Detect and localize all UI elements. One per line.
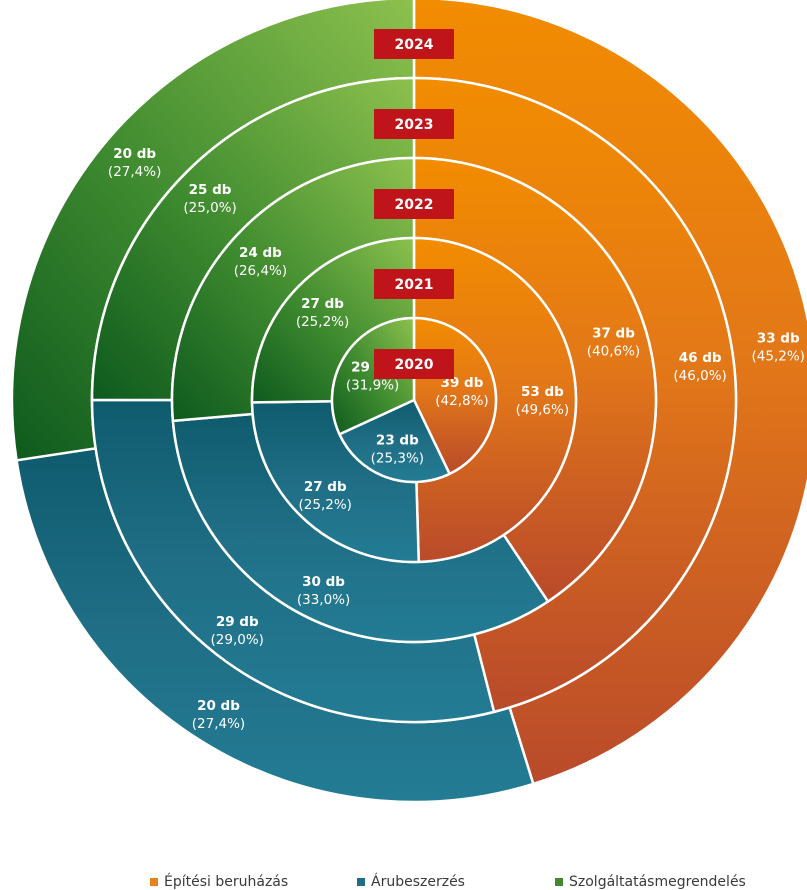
label-2021-arubeszerzes-percent: (25,2%) (299, 497, 352, 513)
ring-2020-segment-arubeszerzes (338, 398, 451, 484)
label-2021-szolgaltatas-percent: (25,2%) (296, 314, 349, 330)
label-2024-szolgaltatas-value: 20 db (113, 146, 156, 162)
label-2023-epitesi-value: 46 db (679, 350, 722, 366)
label-2021-epitesi-percent: (49,6%) (516, 402, 569, 418)
label-2022-arubeszerzes-percent: (33,0%) (297, 592, 350, 608)
legend-label: Árubeszerzés (371, 874, 465, 890)
label-2020-epitesi-percent: (42,8%) (435, 393, 488, 409)
legend-swatch-green (555, 878, 563, 886)
label-2024-epitesi-value: 33 db (757, 331, 800, 347)
year-label-2020: 2020 (374, 349, 454, 379)
legend-label: Szolgáltatásmegrendelés (569, 874, 746, 890)
label-2023-arubeszerzes-value: 29 db (216, 614, 259, 630)
label-2023-epitesi-percent: (46,0%) (673, 368, 726, 384)
label-2020-epitesi-value: 39 db (441, 375, 484, 391)
year-label-2024: 2024 (374, 29, 454, 59)
legend-swatch-orange (150, 878, 158, 886)
year-box (374, 109, 454, 139)
label-2024-epitesi-percent: (45,2%) (752, 349, 805, 365)
year-label-2022: 2022 (374, 189, 454, 219)
year-text: 2022 (395, 197, 434, 213)
donut-rings (10, 0, 807, 804)
year-box (374, 29, 454, 59)
year-labels: 2020 2021 2022 2023 2024 (374, 29, 454, 379)
year-box (374, 349, 454, 379)
label-2024-arubeszerzes-value: 20 db (197, 698, 240, 714)
label-2023-szolgaltatas-percent: (25,0%) (183, 200, 236, 216)
legend-label: Építési beruházás (164, 874, 289, 890)
year-text: 2021 (395, 277, 434, 293)
year-text: 2020 (395, 357, 434, 373)
legend-swatch-blue (357, 878, 365, 886)
label-2022-epitesi-percent: (40,6%) (587, 344, 640, 360)
label-2020-arubeszerzes-value: 23 db (376, 432, 419, 448)
label-2020-szolgaltatas-percent: (31,9%) (346, 377, 399, 393)
label-2023-szolgaltatas-value: 25 db (189, 182, 232, 198)
label-2021-epitesi-value: 53 db (521, 384, 564, 400)
ring-2020-segment-szolgaltatas (330, 316, 416, 436)
year-text: 2024 (395, 37, 434, 53)
label-2022-szolgaltatas-value: 24 db (239, 245, 282, 261)
year-box (374, 269, 454, 299)
year-label-2023: 2023 (374, 109, 454, 139)
legend-item-epitesi: Építési beruházás (150, 874, 288, 890)
label-2022-arubeszerzes-value: 30 db (302, 574, 345, 590)
legend: Építési beruházás Árubeszerzés Szolgálta… (0, 874, 807, 890)
year-text: 2023 (395, 117, 434, 133)
label-2022-epitesi-value: 37 db (592, 326, 635, 342)
label-2021-szolgaltatas-value: 27 db (301, 296, 344, 312)
label-2024-szolgaltatas-percent: (27,4%) (108, 164, 161, 180)
legend-item-arubeszerzes: Árubeszerzés (357, 874, 465, 890)
label-2022-szolgaltatas-percent: (26,4%) (234, 263, 287, 279)
label-2024-arubeszerzes-percent: (27,4%) (192, 716, 245, 732)
year-label-2021: 2021 (374, 269, 454, 299)
label-2021-arubeszerzes-value: 27 db (304, 479, 347, 495)
legend-item-szolgaltatas: Szolgáltatásmegrendelés (555, 874, 746, 890)
year-box (374, 189, 454, 219)
label-2023-arubeszerzes-percent: (29,0%) (211, 632, 264, 648)
label-2020-arubeszerzes-percent: (25,3%) (371, 450, 424, 466)
multi-level-donut-chart: 39 db (42,8%) 23 db (25,3%) 29 db (31,9%) 53 d… (10, 0, 807, 804)
